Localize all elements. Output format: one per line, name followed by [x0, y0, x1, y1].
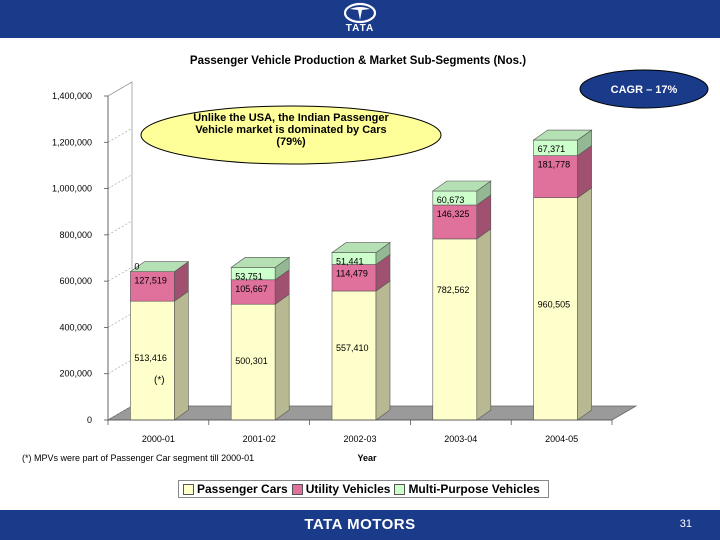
x-tick-label: 2000-01	[142, 434, 175, 444]
chart-legend: Passenger Cars Utility Vehicles Multi-Pu…	[178, 480, 549, 498]
y-grid-diagonal	[107, 174, 133, 189]
data-label: 960,505	[538, 300, 571, 310]
bar-stack-2004-05: 960,505 181,778 67,371	[532, 129, 593, 421]
bar-segment-side	[577, 187, 592, 421]
bar-top-face	[532, 129, 593, 141]
y-tick-label: 1,000,000	[52, 184, 92, 194]
legend-item-utility-vehicles: Utility Vehicles	[291, 482, 391, 496]
bar-segment	[432, 204, 478, 240]
legend-swatch	[183, 483, 194, 495]
y-tick-label: 800,000	[59, 230, 92, 240]
y-tick-label: 200,000	[59, 369, 92, 379]
bar-stack-2001-02: 500,301 105,667 53,751	[230, 256, 291, 421]
legend-label: Utility Vehicles	[305, 482, 391, 496]
bar-top-face	[129, 261, 190, 272]
x-axis: 2000-01 2001-02 2002-03 2003-04 2004-05	[107, 419, 613, 444]
bottom-bar: TATA MOTORS 31	[0, 510, 720, 540]
data-label: 782,562	[437, 285, 470, 295]
cagr-text: CAGR – 17%	[611, 84, 678, 96]
bar-top-face	[230, 257, 291, 268]
bar-top-face	[431, 180, 492, 192]
bar-segment	[130, 271, 175, 302]
tata-logo-text: TATA	[345, 23, 375, 34]
bar-segment	[130, 300, 175, 421]
bars: 513,416 127,519 0 500,301 105,667 53,751 557,4…	[129, 129, 593, 421]
bar-segment-side	[174, 290, 189, 421]
page-number: 31	[679, 518, 692, 530]
x-tick-label: 2003-04	[444, 434, 477, 444]
legend-item-passenger-cars: Passenger Cars	[183, 482, 288, 496]
data-label: 51,441	[336, 257, 364, 267]
bar-stack-2002-03: 557,410 114,479 51,441	[331, 242, 391, 421]
footer-brand: TATA MOTORS	[304, 516, 416, 533]
bar-segment	[230, 303, 276, 421]
data-label: 557,410	[336, 343, 369, 353]
callout-bubble: Unlike the USA, the Indian Passenger Veh…	[140, 105, 442, 165]
data-label: 0	[134, 262, 139, 272]
x-tick-label: 2001-02	[243, 434, 276, 444]
y-grid-diagonal	[107, 220, 133, 236]
data-label: 146,325	[437, 209, 470, 219]
y-grid-diagonal	[107, 266, 133, 282]
y-tick-label: 400,000	[59, 322, 92, 332]
bar-segment	[331, 264, 377, 292]
bar-stack-2000-01: 513,416 127,519 0	[129, 261, 190, 421]
bar-segment-side	[476, 228, 492, 421]
bar-segment	[432, 238, 478, 421]
y-tick-label: 0	[87, 415, 92, 425]
side-wall	[107, 81, 133, 421]
legend-swatch	[394, 483, 406, 495]
data-label: 60,673	[437, 195, 465, 205]
bar-segment	[331, 290, 377, 421]
top-bar: TATA	[0, 0, 720, 38]
data-label: 500,301	[235, 356, 268, 366]
bar-segment-side	[375, 280, 391, 421]
data-label: 114,479	[336, 269, 368, 279]
chart-title: Passenger Vehicle Production & Market Su…	[190, 55, 526, 67]
bar-top-face	[331, 242, 391, 253]
tata-logo-icon	[343, 2, 377, 24]
data-label: 513,416	[134, 353, 167, 363]
data-label: 53,751	[235, 271, 263, 281]
bar-stack-2003-04: 782,562 146,325 60,673	[431, 180, 492, 421]
y-grid-diagonal	[107, 81, 133, 97]
legend-label: Passenger Cars	[197, 482, 288, 496]
bar-segment	[533, 197, 578, 421]
y-tick-label: 600,000	[59, 276, 92, 286]
y-tick-label: 1,200,000	[52, 137, 92, 147]
x-axis-label: Year	[357, 453, 377, 463]
asterisk-note: (*)	[154, 375, 165, 386]
footnote: (*) MPVs were part of Passenger Car segm…	[22, 453, 255, 463]
y-grid-diagonal	[107, 359, 133, 374]
data-label: 105,667	[235, 284, 268, 294]
callout-text: Unlike the USA, the Indian Passenger Veh…	[193, 112, 389, 148]
bar-segment	[533, 155, 578, 199]
data-label: 181,778	[538, 160, 571, 170]
y-grid-diagonal	[107, 405, 133, 421]
y-grid-diagonal	[107, 313, 133, 328]
data-label: 67,371	[538, 144, 566, 154]
x-tick-label: 2002-03	[343, 434, 376, 444]
bar-segment-side	[274, 293, 290, 421]
y-tick-label: 1,400,000	[52, 91, 92, 101]
legend-label: Multi-Purpose Vehicles	[408, 482, 540, 496]
y-grid-diagonal	[107, 128, 133, 143]
data-label: 127,519	[134, 276, 167, 286]
y-axis: 0 200,000 400,000 600,000 800,000 1,000,000 1,…	[52, 81, 133, 425]
x-tick-label: 2004-05	[545, 434, 578, 444]
legend-swatch	[291, 483, 303, 495]
legend-item-multi-purpose-vehicles: Multi-Purpose Vehicles	[394, 482, 540, 496]
cagr-badge: CAGR – 17%	[579, 69, 709, 109]
bar-chart: Passenger Vehicle Production & Market Su…	[52, 55, 709, 463]
